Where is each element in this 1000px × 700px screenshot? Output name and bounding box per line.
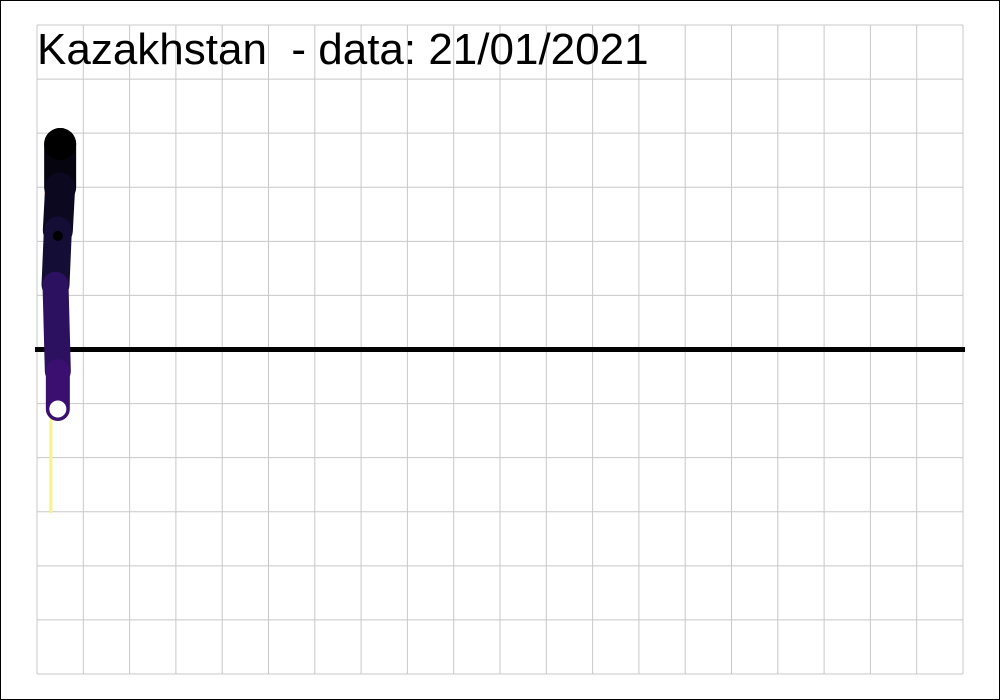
chart-title: Kazakhstan - data: 21/01/2021 [37,25,649,74]
series-layer [41,127,77,514]
series-1-segment [42,271,71,385]
grid [35,24,965,675]
series-1-end-marker [46,397,70,421]
series-1-mid-point [52,230,63,241]
series-1-start-point [44,127,77,160]
